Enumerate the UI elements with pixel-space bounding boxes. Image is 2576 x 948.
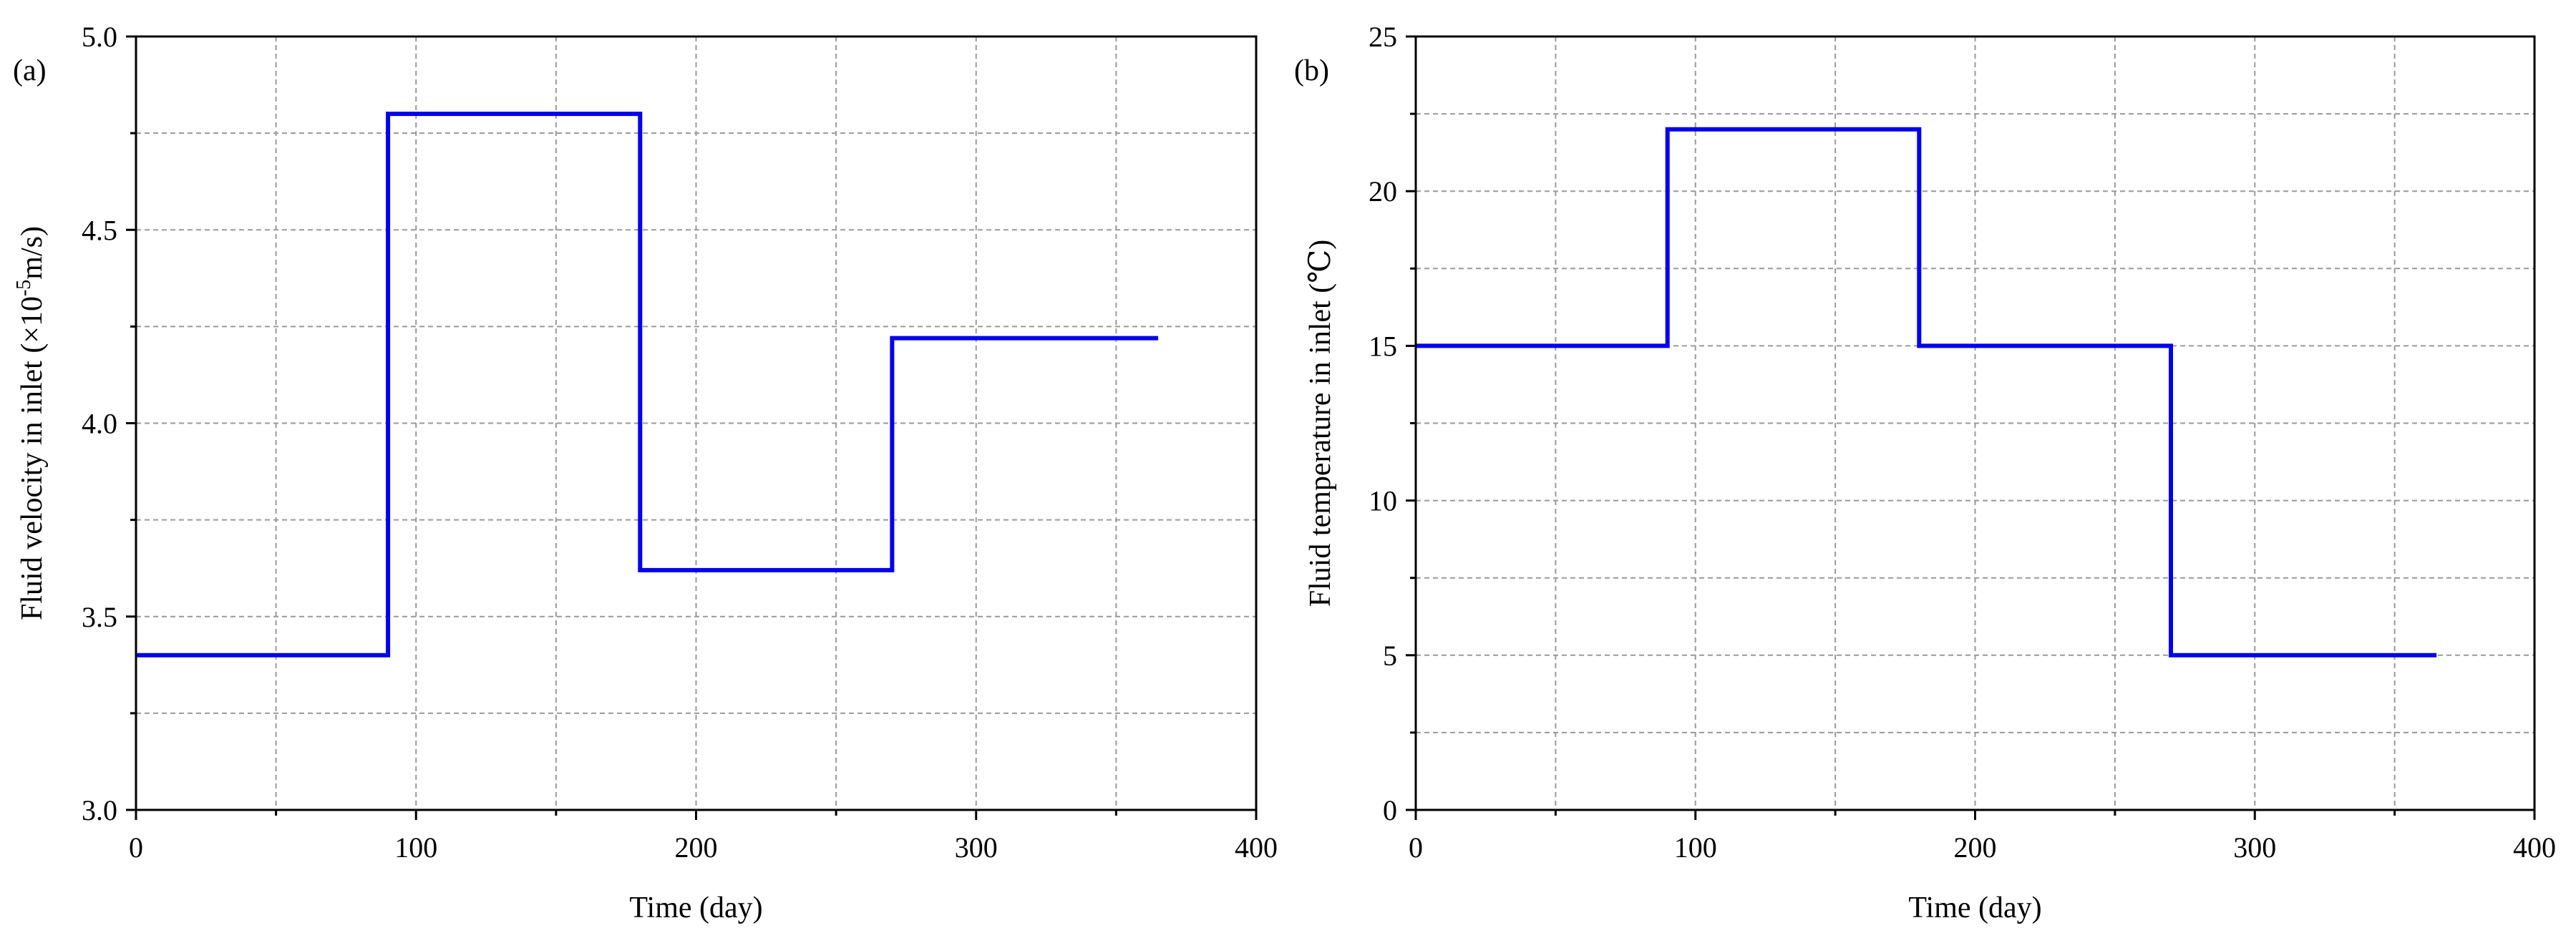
y-tick-label: 20 [1369, 175, 1397, 207]
y-axis-title-superscript: -5 [13, 280, 35, 296]
x-axis-title: Time (day) [1908, 891, 2041, 924]
y-axis-title-text: Fluid velocity in inlet (×10 [16, 296, 49, 620]
x-tick-label: 400 [2513, 831, 2556, 864]
data-series-line [1416, 127, 2437, 658]
x-tick-label: 100 [1674, 831, 1717, 864]
x-tick-label: 300 [955, 831, 998, 864]
y-tick-label: 4.0 [82, 408, 117, 440]
y-tick-label: 4.5 [82, 214, 117, 246]
data-series-line [136, 112, 1159, 658]
x-tick-label: 200 [1954, 831, 1997, 864]
y-axis-title-unit: m/s) [16, 226, 49, 280]
y-tick-label: 5 [1383, 640, 1397, 672]
panel-label: (b) [1294, 54, 1329, 87]
y-tick-label: 15 [1369, 330, 1397, 362]
y-tick-label: 3.0 [82, 794, 117, 826]
x-tick-label: 400 [1235, 831, 1278, 864]
chart-panel-a: 0 100 200 300 400 3.0 3.5 4.0 4.5 5.0 Time (day) Fl… [13, 21, 1278, 924]
y-tick-label: 0 [1383, 794, 1397, 826]
x-axis-title: Time (day) [629, 891, 762, 924]
y-tick-label: 3.5 [82, 601, 117, 633]
x-tick-label: 0 [129, 831, 143, 864]
panel-label: (a) [13, 54, 47, 87]
x-tick-label: 300 [2233, 831, 2276, 864]
chart-panel-b: 0 100 200 300 400 0 5 10 15 20 25 Time (day) Fluid t… [1294, 21, 2556, 924]
y-axis-title-text: Fluid temperature in inlet (℃) [1304, 240, 1337, 607]
x-tick-label: 0 [1409, 831, 1423, 864]
y-tick-label: 5.0 [82, 21, 117, 53]
x-tick-label: 100 [394, 831, 437, 864]
y-axis-title: Fluid temperature in inlet (℃) [1304, 240, 1337, 607]
y-tick-label: 10 [1369, 485, 1397, 517]
x-tick-label: 200 [675, 831, 718, 864]
y-tick-label: 25 [1369, 21, 1397, 53]
y-axis-title: Fluid velocity in inlet (×10-5m/s) [13, 226, 49, 620]
